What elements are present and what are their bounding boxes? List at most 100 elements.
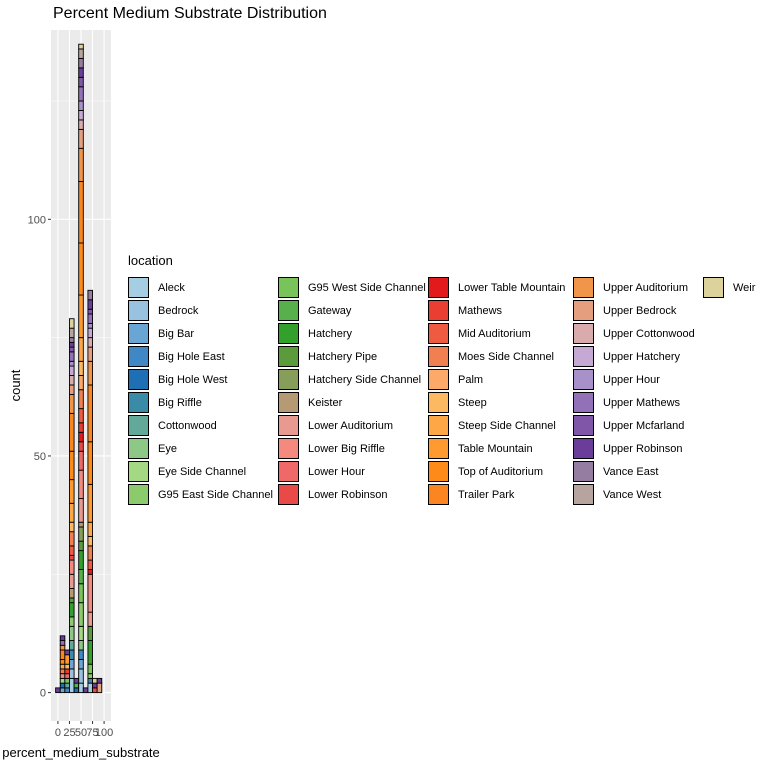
bar-segment-upper-mathews: [78, 86, 84, 102]
legend-label: Lower Robinson: [308, 488, 388, 501]
legend-key-swatch: [428, 323, 449, 344]
x-tick-label: 0: [55, 727, 61, 739]
bar-segment-lower-auditorium: [78, 498, 84, 523]
legend-item-mathews: Mathews: [428, 299, 502, 322]
bar-segment-upper-hatchery: [87, 327, 93, 339]
bar-segment-big-bar: [69, 659, 75, 670]
legend-label: Big Bar: [158, 327, 195, 340]
legend-key-swatch: [278, 369, 299, 390]
legend-key-swatch: [428, 277, 449, 298]
legend-key-swatch: [573, 300, 594, 321]
bar-segment-top-of-auditorium: [69, 450, 75, 481]
bar-segment-weir: [92, 677, 98, 684]
bar-segment-weir: [78, 43, 84, 50]
bar-segment-lower-robinson: [78, 441, 84, 452]
bar-segment-upper-cottonwood: [69, 375, 75, 386]
legend-label: Vance East: [603, 465, 659, 478]
bar-segment-aleck: [87, 682, 93, 694]
legend-label: Moes Side Channel: [458, 350, 555, 363]
bar-segment-upper-robinson: [82, 687, 89, 694]
bar-segment-g95-east-side-channel: [78, 602, 84, 627]
legend-key-swatch: [128, 484, 149, 505]
legend-key-swatch: [428, 392, 449, 413]
legend-item-upper-mathews: Upper Mathews: [573, 391, 680, 414]
bar-segment-upper-mathews: [69, 351, 75, 362]
legend-label: Hatchery Side Channel: [308, 373, 422, 386]
chart-title: Percent Medium Substrate Distribution: [53, 5, 327, 22]
bar-segment-hatchery-pipe: [69, 597, 75, 604]
legend-key-swatch: [428, 369, 449, 390]
bar-segment-upper-auditorium: [78, 147, 84, 182]
bar-segment-cottonwood: [69, 640, 75, 651]
legend-item-lower-table-mountain: Lower Table Mountain: [428, 276, 565, 299]
legend-item-mid-auditorium: Mid Auditorium: [428, 322, 531, 345]
legend-key-swatch: [128, 277, 149, 298]
x-tick-label: 25: [63, 727, 75, 739]
legend-key-swatch: [428, 300, 449, 321]
legend-label: Aleck: [158, 281, 185, 294]
bar-segment-table-mountain: [64, 654, 70, 665]
legend-label: Upper Cottonwood: [603, 327, 695, 340]
legend-label: Upper Auditorium: [603, 281, 688, 294]
legend-label: Top of Auditorium: [458, 465, 543, 478]
legend-key-swatch: [573, 392, 594, 413]
legend-item-gateway: Gateway: [278, 299, 351, 322]
legend-key-swatch: [573, 369, 594, 390]
y-tick-label: 50: [34, 451, 46, 463]
bar-segment-big-riffle: [87, 677, 93, 684]
bar-segment-eye: [78, 640, 84, 651]
legend-item-upper-hour: Upper Hour: [573, 368, 660, 391]
bar-segment-upper-robinson: [78, 67, 84, 78]
legend-item-steep-side-channel: Steep Side Channel: [428, 414, 556, 437]
bar-segment-hatchery-pipe: [87, 625, 93, 641]
legend-key-swatch: [428, 484, 449, 505]
bar-segment-bedrock: [69, 668, 75, 679]
legend-key-swatch: [128, 346, 149, 367]
bar-segment-big-hole-west: [59, 682, 66, 689]
legend-label: Big Hole West: [158, 373, 228, 386]
legend-label: Hatchery: [308, 327, 353, 340]
bar-segment-upper-robinson: [69, 341, 75, 348]
bar-segment-lower-table-mountain: [78, 431, 84, 443]
bar-segment-upper-hatchery: [69, 365, 75, 376]
legend-item-weir: Weir: [703, 276, 755, 299]
legend-label: Eye: [158, 442, 177, 455]
legend-item-eye-side-channel: Eye Side Channel: [128, 460, 246, 483]
bar-segment-upper-robinson: [64, 649, 70, 656]
bar-segment-upper-bedrock: [69, 384, 75, 395]
bar-segment-lower-robinson: [69, 554, 75, 561]
y-axis-label: count: [8, 369, 23, 401]
bar-segment-vance-east: [78, 57, 84, 69]
bar-segment-g95-west-side-channel: [64, 677, 70, 684]
bar-segment-upper-hour: [87, 322, 93, 329]
legend-item-upper-cottonwood: Upper Cottonwood: [573, 322, 695, 345]
legend-key-swatch: [428, 461, 449, 482]
legend-label: Big Hole East: [158, 350, 225, 363]
legend-key-swatch: [128, 438, 149, 459]
legend-key-swatch: [428, 438, 449, 459]
legend-item-keister: Keister: [278, 391, 342, 414]
bar-segment-upper-mcfarland: [87, 308, 93, 315]
bar-segment-steep: [64, 663, 70, 670]
legend-item-lower-auditorium: Lower Auditorium: [278, 414, 393, 437]
bar-segment-vance-east: [87, 289, 93, 301]
legend-item-moes-side-channel: Moes Side Channel: [428, 345, 554, 368]
bar-segment-steep: [87, 535, 93, 547]
bar-segment-steep: [78, 360, 84, 376]
legend-item-big-bar: Big Bar: [128, 322, 194, 345]
legend-key-swatch: [128, 415, 149, 436]
bar-segment-hatchery: [87, 640, 93, 665]
legend-item-g95-east-side-channel: G95 East Side Channel: [128, 483, 273, 506]
legend-item-upper-bedrock: Upper Bedrock: [573, 299, 676, 322]
bar-segment-lower-hour: [78, 450, 84, 471]
bar-segment-lower-robinson: [92, 687, 98, 694]
legend-label: Upper Hour: [603, 373, 660, 386]
bar-segment-cottonwood: [64, 682, 70, 689]
legend-key-swatch: [278, 392, 299, 413]
legend-key-swatch: [278, 323, 299, 344]
legend-key-swatch: [573, 323, 594, 344]
bar-segment-upper-mathews: [87, 313, 93, 324]
bar-segment-gateway: [78, 569, 84, 585]
bar-segment-upper-auditorium: [69, 393, 75, 414]
legend-key-swatch: [128, 461, 149, 482]
